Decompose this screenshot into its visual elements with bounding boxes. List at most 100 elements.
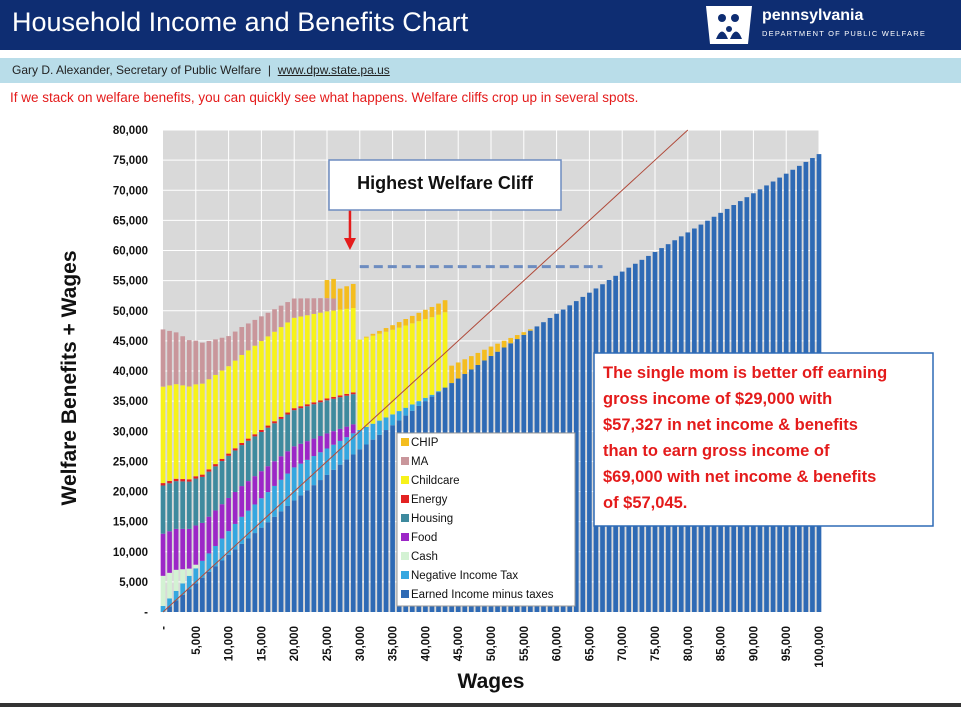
y-tick-label: 45,000 — [113, 336, 148, 348]
bar-segment — [252, 345, 258, 435]
y-axis-label: Welfare Benefits + Wages — [58, 250, 81, 505]
bar-segment — [278, 479, 284, 512]
x-axis-label: Wages — [458, 670, 525, 693]
bar-segment — [167, 385, 172, 481]
bar-segment — [239, 543, 245, 612]
cliff-arrow-head — [343, 238, 356, 250]
legend-box — [396, 432, 576, 607]
bar-segment — [409, 323, 415, 405]
bar-segment — [232, 450, 238, 493]
bar-segment — [186, 340, 192, 387]
y-tick-label: 70,000 — [113, 185, 148, 197]
bar-segment — [298, 443, 304, 464]
bar-segment — [383, 417, 389, 431]
income-benefits-chart: - 5,000 10,000 15,000 20,000 25,000 30,000 35,0… — [58, 125, 934, 693]
bar-segment — [318, 312, 323, 401]
bar-segment — [186, 568, 192, 576]
x-tick-label: 85,000 — [716, 626, 728, 661]
x-tick-label: 90,000 — [748, 626, 760, 661]
bar-segment — [226, 455, 231, 498]
bar-segment — [206, 471, 212, 517]
bar-segment — [173, 332, 179, 385]
bar-segment — [160, 575, 166, 606]
bar-segment — [213, 464, 218, 467]
x-tick-label: 95,000 — [781, 626, 793, 661]
bar-segment — [265, 522, 271, 612]
bar-segment — [475, 352, 481, 365]
bar-segment — [409, 404, 415, 411]
bar-segment — [259, 316, 264, 342]
bar-segment — [573, 301, 579, 612]
bar-segment — [377, 434, 382, 612]
bar-segment — [278, 305, 284, 328]
bar-segment — [239, 486, 245, 517]
bar-segment — [311, 402, 317, 405]
author-line: Gary D. Alexander, Secretary of Public W… — [12, 63, 262, 77]
bar-segment — [304, 404, 310, 407]
legend-swatch — [401, 457, 409, 465]
bar-segment — [259, 432, 264, 472]
bar-segment — [252, 436, 258, 477]
legend-item: Childcare — [411, 475, 460, 487]
bar-segment — [180, 583, 186, 595]
bar-segment — [226, 531, 231, 555]
bar-segment — [285, 322, 290, 413]
legend-swatch — [401, 438, 409, 446]
bar-segment — [390, 414, 395, 426]
bar-segment — [337, 397, 343, 429]
bar-segment — [311, 313, 317, 403]
bar-segment — [180, 481, 186, 529]
bar-segment — [173, 384, 179, 479]
bar-segment — [180, 594, 186, 612]
bar-segment — [160, 483, 166, 486]
x-tick-label: 30,000 — [355, 626, 367, 661]
y-tick-label: 30,000 — [113, 426, 148, 438]
website-link[interactable]: www.dpw.state.pa.us — [277, 63, 390, 77]
y-tick-label: 80,000 — [113, 125, 148, 137]
bar-segment — [272, 423, 277, 462]
bar-segment — [311, 438, 317, 457]
x-tick-label: 60,000 — [552, 626, 564, 661]
bar-segment — [226, 554, 231, 612]
bar-segment — [265, 427, 271, 467]
bar-segment — [272, 309, 277, 332]
y-tick-label: 50,000 — [113, 306, 148, 318]
bar-segment — [291, 410, 297, 447]
bar-segment — [259, 429, 264, 433]
bar-segment — [213, 566, 218, 612]
comparison-box — [593, 352, 934, 527]
bar-segment — [167, 480, 172, 484]
x-tick-label: 100,000 — [814, 626, 826, 668]
y-tick-label: 5,000 — [119, 577, 148, 589]
bar-segment — [318, 402, 323, 437]
bar-segment — [357, 339, 363, 430]
bar-segment — [167, 606, 172, 612]
bar-segment — [377, 330, 382, 334]
bar-segment — [193, 476, 199, 479]
bar-segment — [580, 296, 586, 612]
bar-segment — [180, 528, 186, 570]
bottom-border — [0, 703, 961, 707]
bar-segment — [206, 516, 212, 554]
y-tick-label: 75,000 — [113, 155, 148, 167]
bar-segment — [416, 401, 422, 406]
bar-segment — [239, 327, 245, 355]
bar-segment — [285, 412, 290, 415]
bar-segment — [200, 474, 205, 477]
y-tick-label: 25,000 — [113, 456, 148, 468]
bar-segment — [331, 444, 336, 470]
bar-segment — [324, 433, 330, 449]
bar-segment — [344, 395, 350, 427]
bar-segment — [370, 439, 376, 612]
legend-swatch — [401, 571, 409, 579]
x-tick-label: 10,000 — [224, 626, 236, 661]
bar-segment — [206, 379, 212, 470]
bar-segment — [278, 456, 284, 480]
bar-segment — [501, 340, 507, 348]
bar-segment — [364, 337, 369, 427]
bar-segment — [180, 569, 186, 584]
bar-segment — [285, 473, 290, 506]
bar-segment — [252, 319, 258, 346]
bar-segment — [364, 426, 369, 445]
bar-segment — [213, 339, 218, 375]
